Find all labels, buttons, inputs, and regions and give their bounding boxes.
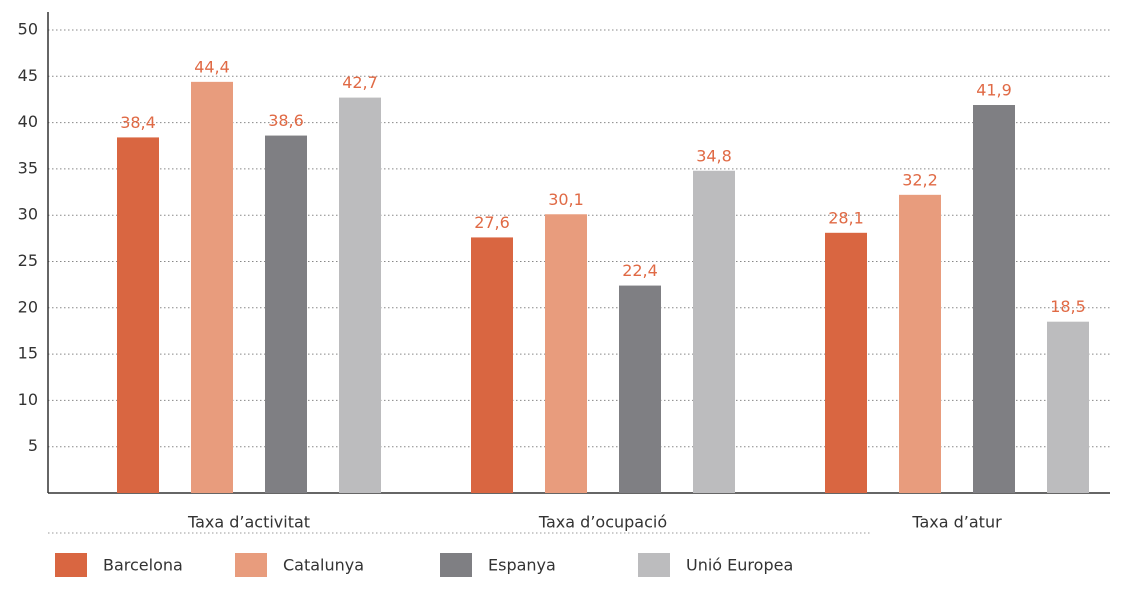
- bar: [191, 81, 233, 493]
- x-tick-label: Taxa d’atur: [911, 513, 1002, 532]
- y-tick-label: 10: [18, 390, 38, 409]
- value-label: 30,1: [548, 190, 584, 209]
- legend-swatch: [638, 553, 670, 577]
- legend-label: Barcelona: [103, 556, 183, 575]
- legend-swatch: [55, 553, 87, 577]
- y-tick-label: 45: [18, 66, 38, 85]
- y-tick-label: 35: [18, 158, 38, 177]
- legend-swatch: [235, 553, 267, 577]
- legend-label: Unió Europea: [686, 556, 793, 575]
- value-label: 28,1: [828, 208, 864, 227]
- legend-label: Catalunya: [283, 556, 364, 575]
- x-tick-label: Taxa d’activitat: [187, 513, 310, 532]
- legend-label: Espanya: [488, 556, 556, 575]
- value-label: 18,5: [1050, 297, 1086, 316]
- value-label: 38,4: [120, 113, 156, 132]
- bar: [545, 214, 587, 494]
- value-label: 44,4: [194, 57, 230, 76]
- value-label: 27,6: [474, 213, 510, 232]
- legend-swatch: [440, 553, 472, 577]
- bar: [265, 135, 307, 493]
- value-label: 32,2: [902, 170, 938, 189]
- value-label: 38,6: [268, 111, 304, 130]
- value-label: 41,9: [976, 81, 1012, 100]
- bar: [339, 97, 381, 494]
- y-tick-label: 15: [18, 344, 38, 363]
- y-tick-label: 30: [18, 205, 38, 224]
- bar: [1047, 321, 1089, 493]
- value-label: 22,4: [622, 261, 658, 280]
- x-tick-label: Taxa d’ocupació: [538, 513, 667, 532]
- bar: [471, 237, 513, 493]
- value-label: 42,7: [342, 73, 378, 92]
- bar: [825, 232, 867, 493]
- bar: [619, 285, 661, 493]
- bar: [973, 105, 1015, 494]
- y-tick-label: 20: [18, 297, 38, 316]
- value-label: 34,8: [696, 146, 732, 165]
- y-tick-label: 25: [18, 251, 38, 270]
- y-tick-label: 40: [18, 112, 38, 131]
- y-tick-label: 5: [28, 436, 38, 455]
- bar: [899, 194, 941, 493]
- bar: [693, 170, 735, 493]
- bar: [117, 137, 159, 493]
- y-tick-label: 50: [18, 20, 38, 39]
